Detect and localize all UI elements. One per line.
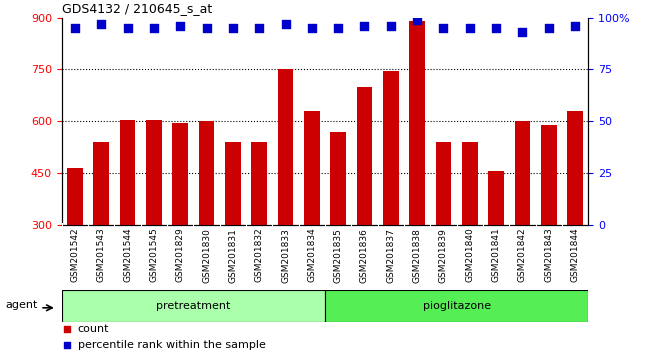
Bar [330,132,346,225]
Point [227,25,238,31]
Bar [120,120,135,225]
Point [307,25,317,31]
Point [438,25,448,31]
Bar [278,69,293,225]
Point [122,25,133,31]
Bar [383,71,398,225]
Text: percentile rank within the sample: percentile rank within the sample [77,340,265,350]
Bar [488,171,504,225]
Point [62,326,72,332]
Bar [357,87,372,225]
Point [517,29,528,35]
Point [149,25,159,31]
Text: GSM201542: GSM201542 [70,228,79,282]
Text: pretreatment: pretreatment [156,301,231,311]
Point [175,23,185,29]
Text: GSM201831: GSM201831 [228,228,237,282]
Point [70,25,80,31]
Point [385,23,396,29]
Bar [325,290,588,322]
Text: agent: agent [5,299,37,310]
Text: GSM201829: GSM201829 [176,228,185,282]
Point [465,25,475,31]
Bar [567,111,583,225]
Point [202,25,212,31]
Text: GSM201843: GSM201843 [544,228,553,282]
Point [412,17,423,23]
Text: GSM201834: GSM201834 [307,228,317,282]
Point [254,25,265,31]
Point [491,25,501,31]
Bar [515,121,530,225]
Bar [541,125,556,225]
Bar [62,290,325,322]
Text: pioglitazone: pioglitazone [422,301,491,311]
Bar [225,142,240,225]
Bar [146,120,162,225]
Point [280,21,291,27]
Text: GSM201839: GSM201839 [439,228,448,282]
Point [62,342,72,348]
Text: GSM201833: GSM201833 [281,228,290,282]
Point [543,25,554,31]
Point [333,25,343,31]
Bar [94,142,109,225]
Text: GSM201840: GSM201840 [465,228,474,282]
Bar [462,142,478,225]
Text: GSM201835: GSM201835 [333,228,343,282]
Text: GSM201545: GSM201545 [150,228,159,282]
Bar [67,168,83,225]
Bar [436,142,451,225]
Bar [199,121,215,225]
Text: GSM201842: GSM201842 [518,228,527,282]
Text: count: count [77,324,109,334]
Text: GSM201844: GSM201844 [571,228,580,282]
Text: GSM201837: GSM201837 [386,228,395,282]
Text: GDS4132 / 210645_s_at: GDS4132 / 210645_s_at [62,2,212,15]
Point [570,23,580,29]
Bar [252,142,267,225]
Text: GSM201841: GSM201841 [491,228,500,282]
Text: GSM201830: GSM201830 [202,228,211,282]
Point [96,21,107,27]
Bar [304,111,320,225]
Text: GSM201544: GSM201544 [123,228,132,282]
Text: GSM201838: GSM201838 [413,228,422,282]
Text: GSM201832: GSM201832 [255,228,264,282]
Text: GSM201543: GSM201543 [97,228,106,282]
Text: GSM201836: GSM201836 [360,228,369,282]
Point [359,23,370,29]
Bar [172,123,188,225]
Bar [410,21,425,225]
